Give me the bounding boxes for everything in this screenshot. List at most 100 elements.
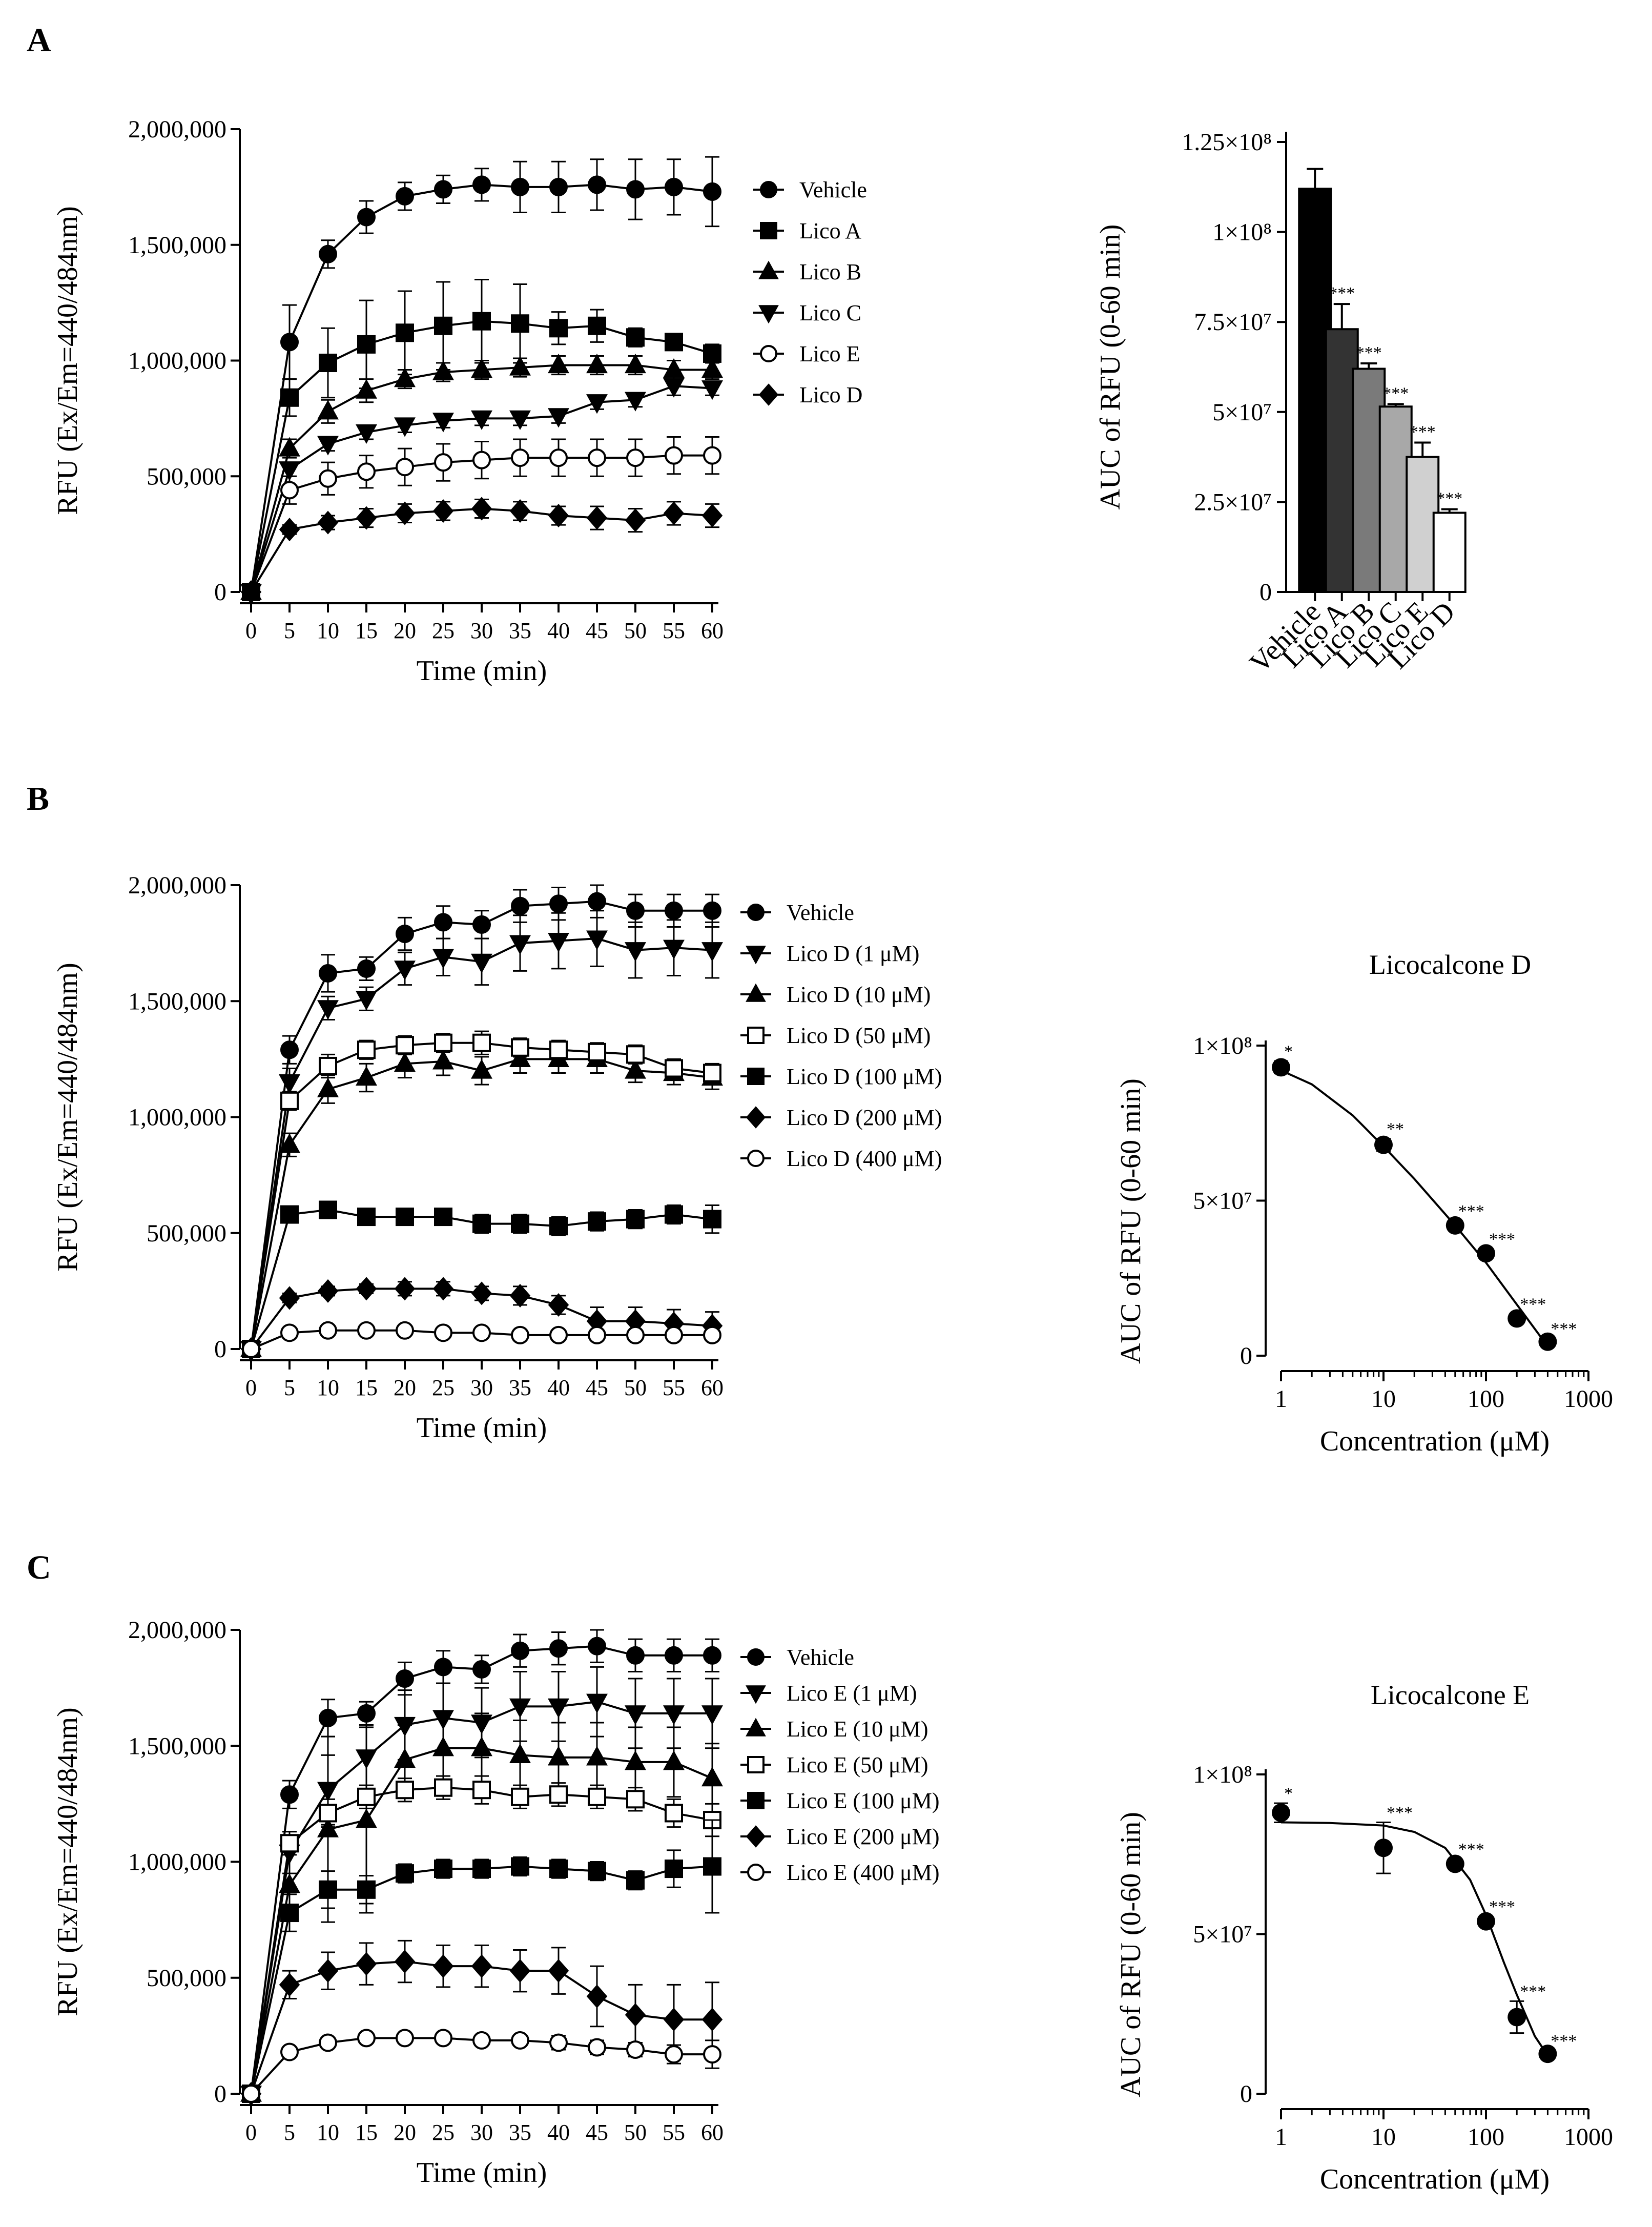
- data-point: [625, 1750, 646, 1770]
- data-point: [1538, 1332, 1557, 1351]
- x-tick-label: 0: [245, 1375, 257, 1400]
- data-point: [586, 930, 608, 950]
- legend-marker: [760, 345, 777, 362]
- x-tick-label: 20: [394, 618, 416, 643]
- x-tick-label: 45: [586, 618, 608, 643]
- chart-title: Licocalcone E: [1371, 1680, 1530, 1710]
- data-point: [625, 2003, 646, 2027]
- y-tick-label: 0: [214, 1336, 226, 1363]
- data-point: [434, 913, 452, 932]
- legend-marker: [746, 1718, 766, 1736]
- data-point: [280, 1205, 299, 1224]
- data-point: [319, 1708, 337, 1727]
- data-point: [432, 1050, 454, 1070]
- data-point: [549, 1217, 568, 1236]
- data-point: [432, 413, 454, 433]
- legend-label: Lico E (200 μM): [787, 1824, 940, 1849]
- data-point: [509, 1959, 531, 1983]
- data-point: [665, 1059, 683, 1078]
- data-point: [663, 1750, 685, 1770]
- data-point: [279, 1286, 300, 1310]
- x-tick-label: 20: [394, 1375, 416, 1400]
- data-point: [625, 508, 646, 533]
- data-point: [394, 961, 416, 980]
- x-tick-label: 30: [470, 1375, 493, 1400]
- data-point: [394, 417, 416, 437]
- x-tick-label: 5: [284, 1375, 295, 1400]
- data-point: [280, 1040, 299, 1059]
- chart-a-auc-bars: 0 2.5×10⁷ 5×10⁷ 7.5×10⁷ 1×10⁸ 1.25×10⁸ AUC of …: [1095, 129, 1467, 679]
- data-point: [280, 333, 299, 352]
- data-point: [701, 503, 723, 528]
- y-tick-label: 1,500,000: [128, 1732, 226, 1760]
- legend-marker: [747, 904, 765, 921]
- y-axis-title: AUC of RFU (0-60 min): [1115, 1078, 1147, 1364]
- y-tick-label: 1,000,000: [128, 1104, 226, 1131]
- y-tick-label: 1,000,000: [128, 348, 226, 375]
- data-point: [548, 933, 569, 953]
- data-point: [625, 353, 646, 374]
- data-point: [665, 1205, 683, 1224]
- x-tick-label: 1: [1275, 1385, 1287, 1413]
- legend-entry: Lico D (400 μM): [740, 1146, 942, 1171]
- series-vehicle: [242, 884, 721, 1358]
- significance-marker: ***: [1387, 1803, 1413, 1822]
- legend-entry: Lico E (400 μM): [740, 1860, 940, 1885]
- y-tick-label: 1×10⁸: [1193, 1032, 1252, 1059]
- data-point: [665, 177, 683, 196]
- data-point: [472, 2031, 491, 2050]
- data-point: [394, 1052, 416, 1072]
- data-point: [588, 2038, 606, 2057]
- significance-marker: **: [1387, 1120, 1404, 1139]
- x-tick-label: 20: [394, 2120, 416, 2145]
- data-point: [280, 1323, 299, 1342]
- data-point: [548, 1698, 569, 1718]
- data-point: [319, 1804, 337, 1823]
- data-point: [317, 400, 339, 420]
- legend-entry: Lico E (100 μM): [740, 1788, 940, 1813]
- data-point: [396, 1864, 414, 1883]
- data-point: [663, 501, 685, 525]
- legend-label: Lico D (400 μM): [787, 1146, 942, 1171]
- x-axis-title: Concentration (μM): [1320, 2163, 1550, 2195]
- x-tick-label: 55: [663, 2120, 685, 2145]
- data-point: [626, 1790, 645, 1809]
- legend-label: Lico E (50 μM): [787, 1752, 928, 1777]
- data-point: [588, 316, 606, 335]
- legend-label: Lico B: [799, 259, 861, 284]
- data-point: [471, 410, 492, 430]
- x-tick-label: 60: [701, 2120, 724, 2145]
- data-point: [356, 1066, 377, 1086]
- legend-entry: Lico D (10 μM): [740, 982, 931, 1007]
- data-point: [665, 2045, 683, 2064]
- data-point: [626, 1646, 645, 1665]
- data-point: [471, 1736, 492, 1756]
- legend-marker: [758, 383, 779, 406]
- data-point: [434, 180, 452, 199]
- legend-entry: Lico D: [753, 382, 862, 407]
- bar-lico-d: [1432, 512, 1467, 593]
- y-tick-label: 5×10⁷: [1193, 1921, 1252, 1948]
- y-tick-label: 1,500,000: [128, 232, 226, 259]
- legend-label: Lico D (50 μM): [787, 1023, 931, 1048]
- y-tick-label: 0: [1240, 1342, 1252, 1370]
- data-point: [703, 1857, 721, 1876]
- x-tick-label: 15: [355, 2120, 378, 2145]
- data-point: [665, 1325, 683, 1344]
- data-point: [549, 1325, 568, 1344]
- legend-marker: [747, 1068, 765, 1085]
- x-tick-label: 10: [317, 2120, 339, 2145]
- data-point: [396, 187, 414, 206]
- x-tick-label: 45: [586, 2120, 608, 2145]
- significance-marker: ***: [1489, 1897, 1515, 1916]
- data-point: [317, 510, 339, 535]
- data-point: [701, 358, 723, 378]
- legend-marker: [746, 1106, 766, 1129]
- x-tick-label: 40: [547, 1375, 570, 1400]
- data-point: [586, 1984, 608, 2008]
- legend-marker: [760, 222, 777, 239]
- data-point: [588, 892, 606, 911]
- data-point: [319, 244, 337, 263]
- data-point: [432, 1954, 454, 1978]
